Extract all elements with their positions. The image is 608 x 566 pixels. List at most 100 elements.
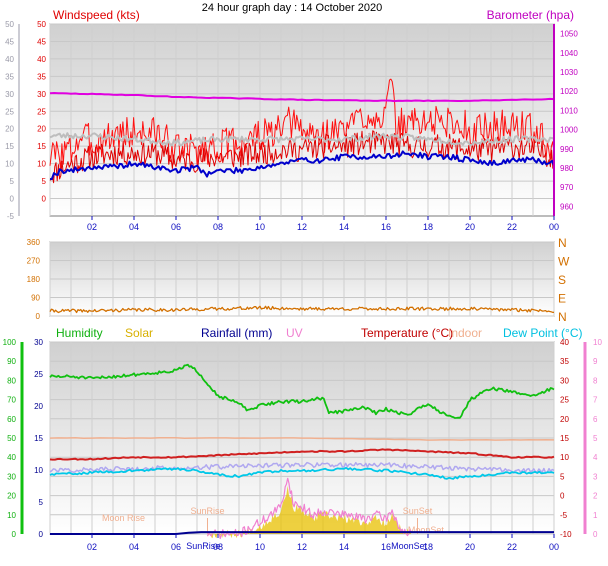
astro-annotation: MoonSet [408,525,445,535]
rainfall-tick-label: 0 [39,530,44,539]
wind-outer-tick-label: 0 [10,195,15,204]
x-tick-label: 14 [339,222,349,232]
x-tick-label: 04 [129,222,139,232]
x-tick-label: 22 [507,542,517,552]
rainfall-tick-label: 25 [34,370,43,379]
x-tick-label: 16 [381,542,391,552]
x-tick-label: 20 [465,222,475,232]
windspeed-label: Windspeed (kts) [53,8,140,22]
humidity-series-line [49,363,555,419]
wind-panel: 0 5 10 15 20 25 30 35 40 45 50 -5 0 5 10 15 20 25 30 35 40 4… [5,8,578,232]
gust-series-line [49,78,555,170]
uv-tick-label: 5 [593,434,598,443]
direction-tick-label: 270 [27,257,41,266]
x-tick-label: 18 [423,542,433,552]
uv-tick-label: 7 [593,396,598,405]
temperature-tick-label: 0 [560,492,565,501]
x-tick-label: 10 [255,222,265,232]
wind-outer-tick-label: 25 [5,107,14,116]
uv-tick-label: 0 [593,530,598,539]
windspeed-tick-label: 10 [37,160,46,169]
rainfall-tick-label: 20 [34,402,43,411]
barometer-tick-label: 970 [560,183,574,192]
uv-label: UV [286,326,303,340]
indoor-series-line [49,437,555,441]
barometer-tick-label: 990 [560,145,574,154]
temperature-tick-label: 35 [560,357,569,366]
astro-annotation: MoonSet [391,541,428,551]
x-tick-label: 14 [339,542,349,552]
wind-outer-tick-label: 10 [5,160,14,169]
indoor-label: Indoor [448,326,482,340]
windspeed-tick-label: 5 [42,177,47,186]
wind-outer-tick-label: 40 [5,55,14,64]
temperature-tick-label: 40 [560,338,569,347]
barometer-tick-label: 980 [560,164,574,173]
avg-series-line [49,150,555,181]
temperature-tick-label: 5 [560,472,565,481]
wind-outer-tick-label: 35 [5,72,14,81]
uv-tick-label: 10 [593,338,602,347]
direction-tick-label: 360 [27,238,41,247]
astro-annotation: SunSet [403,506,433,516]
wind-outer-tick-label: 5 [10,177,15,186]
temperature-tick-label: 25 [560,396,569,405]
barometer-tick-label: 1030 [560,68,578,77]
x-tick-label: 22 [507,222,517,232]
environment-panel: Moon Rise SunRise SunSet MoonSet SunRise Moon… [3,326,603,552]
humidity-tick-label: 50 [7,434,16,443]
solar-label: Solar [125,326,153,340]
x-tick-label: 08 [213,222,223,232]
astro-annotation: Moon Rise [102,513,145,523]
humidity-tick-label: 10 [7,511,16,520]
barometer-tick-label: 1020 [560,87,578,96]
compass-label: E [558,292,566,306]
x-tick-label: 02 [87,542,97,552]
uv-tick-label: 3 [593,472,598,481]
compass-label: N [558,236,567,250]
humidity-tick-label: 90 [7,357,16,366]
astro-annotation: SunRise [190,506,224,516]
temperature-tick-label: 15 [560,434,569,443]
humidity-tick-label: 70 [7,396,16,405]
astro-annotation: SunRise [186,541,220,551]
barometer-tick-label: 960 [560,202,574,211]
temperature-tick-label: 20 [560,415,569,424]
page-title: 24 hour graph day : 14 October 2020 [202,2,382,14]
wind-outer-tick-label: 15 [5,142,14,151]
uv-tick-label: 1 [593,511,598,520]
x-tick-label: 02 [87,222,97,232]
humidity-tick-label: 0 [12,530,17,539]
temperature-tick-label: 30 [560,376,569,385]
x-tick-label: 12 [297,542,307,552]
temperature-series-line [49,448,555,461]
x-tick-label: 00 [549,222,559,232]
windspeed-tick-label: 35 [37,72,46,81]
compass-label: S [558,273,566,287]
rainfall-tick-label: 15 [34,434,43,443]
rainfall-tick-label: 10 [34,466,43,475]
barometer-tick-label: 1040 [560,49,578,58]
windspeed-tick-label: 20 [37,125,46,134]
windspeed-tick-label: 50 [37,20,46,29]
windspeed-tick-label: 30 [37,90,46,99]
dewpoint-series-line [49,466,555,480]
rainfall-tick-label: 5 [39,498,44,507]
compass-label: N [558,310,567,324]
uv-tick-label: 2 [593,492,598,501]
uv-series-line [206,477,412,540]
humidity-tick-label: 80 [7,376,16,385]
humidity-tick-label: 60 [7,415,16,424]
x-tick-label: 12 [297,222,307,232]
wind-outer-tick-label: -5 [7,212,15,221]
dewpoint-label: Dew Point (°C) [503,326,582,340]
uv-tick-label: 8 [593,376,598,385]
x-tick-label: 06 [171,542,181,552]
gray-series-line [49,132,555,147]
windspeed-tick-label: 15 [37,142,46,151]
rainfall-tick-label: 30 [34,338,43,347]
x-tick-label: 10 [255,542,265,552]
